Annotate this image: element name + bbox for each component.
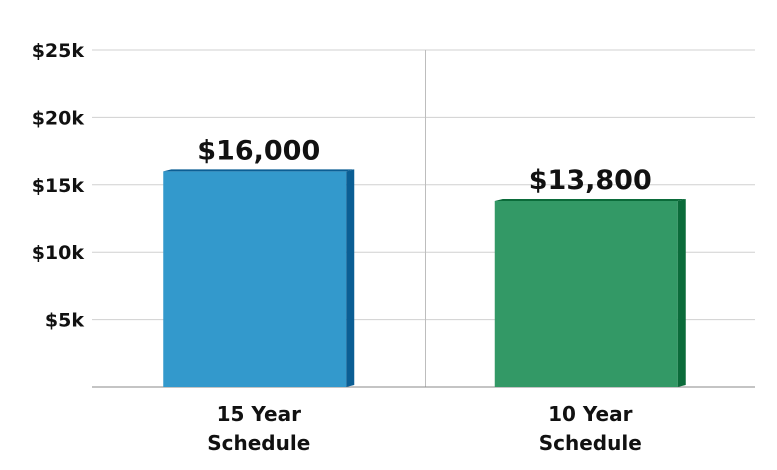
category-label: Schedule	[539, 431, 642, 455]
bar-side	[346, 169, 355, 387]
data-labels: $16,000 $13,800	[197, 135, 651, 196]
data-label: $16,000	[197, 135, 320, 166]
y-axis-tick-labels: $5k $10k $15k $20k $25k	[32, 40, 85, 332]
bar-top	[163, 169, 355, 172]
bar-face	[163, 171, 347, 387]
y-tick-label: $25k	[32, 40, 85, 62]
bar-face	[494, 200, 678, 387]
bars	[163, 169, 686, 387]
bar-2	[494, 198, 686, 387]
y-tick-label: $10k	[32, 242, 85, 264]
x-axis-category-labels: 15 Year Schedule 10 Year Schedule	[207, 402, 642, 455]
y-tick-label: $20k	[32, 107, 85, 129]
data-label: $13,800	[529, 165, 652, 196]
category-label: 10 Year	[548, 402, 633, 426]
category-label: Schedule	[207, 431, 310, 455]
bar-top	[494, 198, 686, 201]
y-tick-label: $5k	[45, 310, 84, 332]
bar-side	[677, 198, 686, 387]
bar-1	[163, 169, 355, 387]
category-label: 15 Year	[217, 402, 302, 426]
y-tick-label: $15k	[32, 175, 85, 197]
